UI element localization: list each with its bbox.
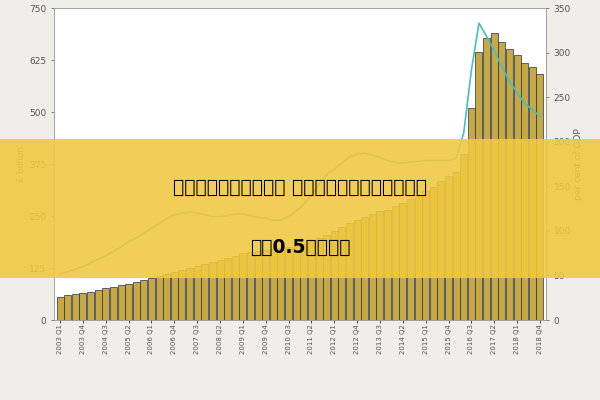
Bar bbox=[155, 276, 163, 320]
Bar bbox=[209, 262, 216, 320]
Bar bbox=[422, 191, 429, 320]
Bar bbox=[529, 67, 536, 320]
Bar bbox=[338, 227, 346, 320]
Bar bbox=[247, 252, 254, 320]
Bar bbox=[430, 187, 437, 320]
Bar bbox=[64, 296, 71, 320]
Bar bbox=[392, 206, 399, 320]
Bar bbox=[521, 63, 528, 320]
Bar bbox=[506, 49, 513, 320]
Bar bbox=[475, 52, 482, 320]
Bar bbox=[163, 274, 170, 320]
Bar bbox=[514, 54, 521, 320]
Bar bbox=[452, 172, 460, 320]
Bar bbox=[323, 235, 330, 320]
Bar bbox=[308, 241, 315, 320]
Bar bbox=[376, 212, 383, 320]
Bar bbox=[285, 247, 292, 320]
Bar bbox=[72, 294, 79, 320]
Bar bbox=[186, 268, 193, 320]
Bar bbox=[491, 33, 498, 320]
Bar bbox=[262, 250, 269, 320]
Bar bbox=[415, 195, 422, 320]
Bar bbox=[536, 74, 544, 320]
Bar bbox=[407, 199, 414, 320]
Text: 股票配资平台的小知识 央行：近期将下调存款准备: 股票配资平台的小知识 央行：近期将下调存款准备 bbox=[173, 178, 427, 197]
Bar bbox=[460, 154, 467, 320]
Bar bbox=[331, 230, 338, 320]
Bar bbox=[148, 278, 155, 320]
Bar bbox=[140, 280, 148, 320]
Bar bbox=[437, 182, 445, 320]
Bar bbox=[87, 292, 94, 320]
Bar bbox=[232, 256, 239, 320]
Bar bbox=[110, 287, 117, 320]
Bar bbox=[79, 293, 86, 320]
Bar bbox=[178, 270, 185, 320]
Bar bbox=[217, 260, 224, 320]
Bar bbox=[277, 248, 284, 320]
Bar bbox=[194, 266, 200, 320]
Bar bbox=[95, 290, 101, 320]
Bar bbox=[133, 282, 140, 320]
Bar bbox=[201, 264, 208, 320]
Bar bbox=[171, 272, 178, 320]
Bar bbox=[445, 176, 452, 320]
Bar bbox=[346, 223, 353, 320]
Bar bbox=[270, 249, 277, 320]
Bar bbox=[254, 251, 262, 320]
Bar bbox=[224, 258, 231, 320]
Bar bbox=[468, 108, 475, 320]
Bar bbox=[369, 214, 376, 320]
Text: 金率0.5个百分点: 金率0.5个百分点 bbox=[250, 238, 350, 257]
Y-axis label: per cent of GDP: per cent of GDP bbox=[574, 128, 583, 200]
Bar bbox=[353, 220, 361, 320]
Bar bbox=[301, 244, 307, 320]
Bar bbox=[316, 238, 323, 320]
Bar bbox=[384, 210, 391, 320]
Bar bbox=[499, 42, 505, 320]
Bar bbox=[102, 288, 109, 320]
Bar bbox=[293, 246, 299, 320]
Bar bbox=[118, 285, 125, 320]
Bar bbox=[400, 203, 406, 320]
Bar bbox=[483, 38, 490, 320]
Bar bbox=[239, 254, 247, 320]
Bar bbox=[361, 217, 368, 320]
Y-axis label: £ billion: £ billion bbox=[17, 146, 26, 182]
Bar bbox=[125, 284, 132, 320]
Bar bbox=[56, 297, 64, 320]
